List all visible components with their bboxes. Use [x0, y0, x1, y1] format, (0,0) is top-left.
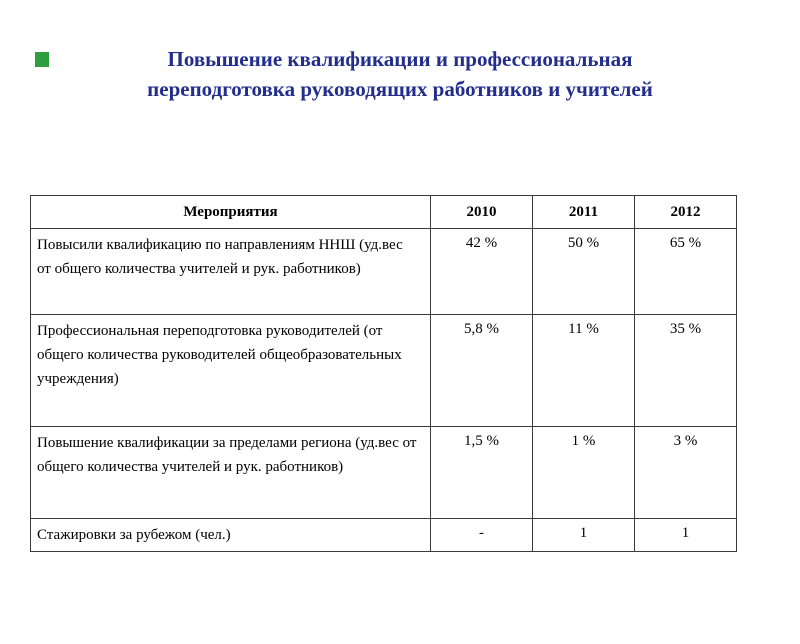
- table-row: Стажировки за рубежом (чел.) - 1 1: [30, 518, 737, 552]
- table-header-row: Мероприятия 2010 2011 2012: [30, 195, 737, 229]
- row-label: Повышение квалификации за пределами реги…: [30, 426, 431, 519]
- column-header-2012: 2012: [634, 195, 737, 229]
- row-value-2010: 42 %: [430, 228, 533, 315]
- slide-title-line-2: переподготовка руководящих работников и …: [147, 77, 653, 102]
- row-value-2010: -: [430, 518, 533, 552]
- column-header-2011: 2011: [532, 195, 635, 229]
- row-value-2010: 5,8 %: [430, 314, 533, 427]
- row-value-2010: 1,5 %: [430, 426, 533, 519]
- data-table-container: Мероприятия 2010 2011 2012 Повысили квал…: [30, 195, 737, 552]
- table-row: Профессиональная переподготовка руководи…: [30, 314, 737, 427]
- row-value-2012: 35 %: [634, 314, 737, 427]
- row-value-2011: 11 %: [532, 314, 635, 427]
- row-value-2011: 50 %: [532, 228, 635, 315]
- qualification-table: Мероприятия 2010 2011 2012 Повысили квал…: [30, 195, 737, 552]
- row-value-2012: 3 %: [634, 426, 737, 519]
- slide-title-line-1: Повышение квалификации и профессиональна…: [167, 47, 633, 71]
- table-row: Повышение квалификации за пределами реги…: [30, 426, 737, 519]
- column-header-2010: 2010: [430, 195, 533, 229]
- row-value-2011: 1 %: [532, 426, 635, 519]
- row-value-2012: 65 %: [634, 228, 737, 315]
- row-label: Стажировки за рубежом (чел.): [30, 518, 431, 552]
- row-label: Повысили квалификацию по направлениям НН…: [30, 228, 431, 315]
- column-header-activities: Мероприятия: [30, 195, 431, 229]
- row-value-2012: 1: [634, 518, 737, 552]
- slide-title: Повышение квалификации и профессиональна…: [55, 44, 745, 105]
- table-row: Повысили квалификацию по направлениям НН…: [30, 228, 737, 315]
- row-label: Профессиональная переподготовка руководи…: [30, 314, 431, 427]
- corner-decoration-square: [35, 52, 49, 67]
- row-value-2011: 1: [532, 518, 635, 552]
